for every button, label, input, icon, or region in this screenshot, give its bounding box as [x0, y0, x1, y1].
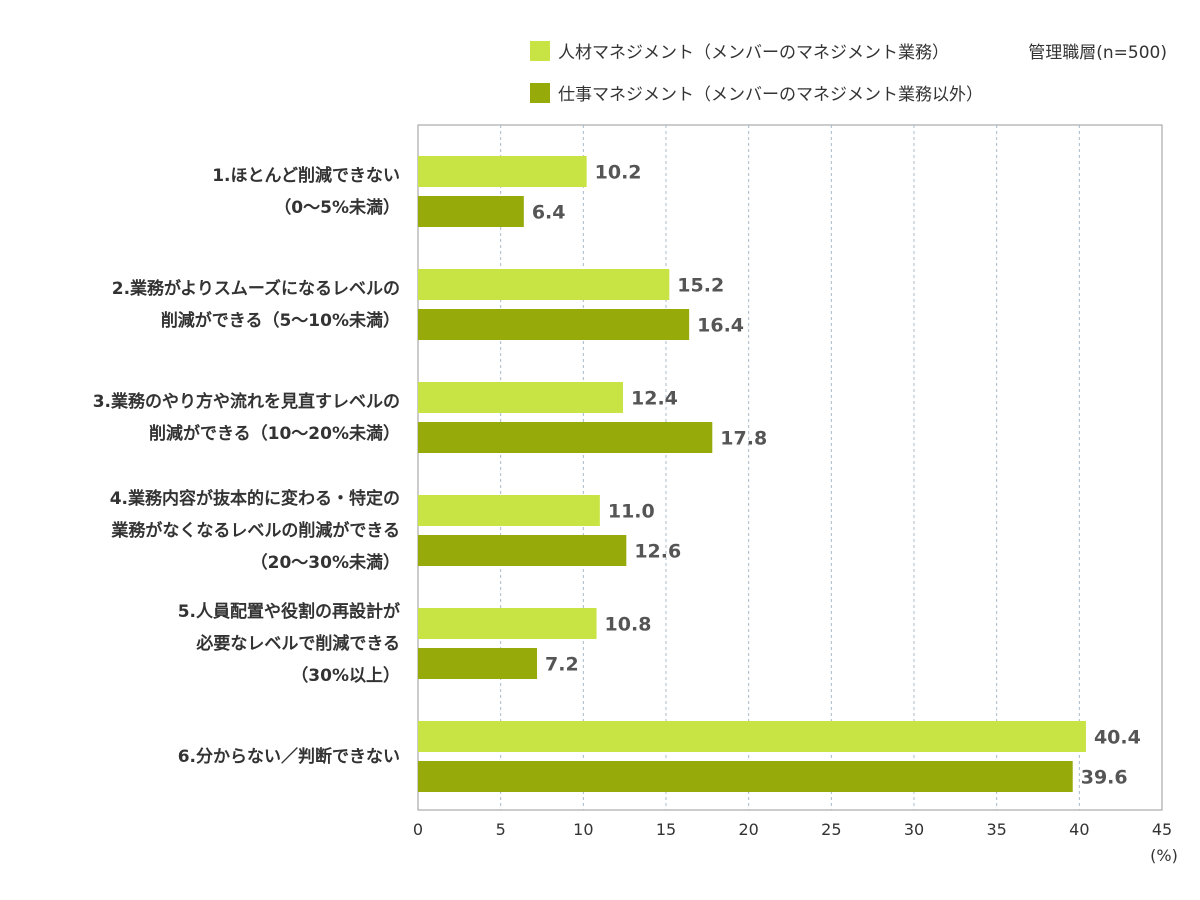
- category-label: 3.業務のやり方や流れを見直すレベルの削減ができる（10〜20%未満）: [93, 386, 400, 450]
- bar: [418, 608, 597, 639]
- data-label: 16.4: [697, 315, 744, 337]
- bar: [418, 309, 690, 340]
- category-label-line: 6.分からない／判断できない: [177, 746, 400, 767]
- data-label: 6.4: [532, 202, 566, 224]
- category-label-line: 4.業務内容が抜本的に変わる・特定の: [109, 488, 400, 509]
- bar: [418, 535, 627, 566]
- bar: [418, 721, 1086, 752]
- category-label: 1.ほとんど削減できない （0〜5%未満）: [212, 160, 400, 224]
- category-label: 4.業務内容が抜本的に変わる・特定の 業務がなくなるレベルの削減ができる （20〜3…: [110, 483, 400, 579]
- category-label-line: （30%以上）: [291, 665, 400, 686]
- data-label: 17.8: [720, 428, 767, 450]
- data-label: 7.2: [545, 654, 579, 676]
- x-tick-label: 40: [1069, 820, 1089, 839]
- data-label: 11.0: [608, 501, 655, 523]
- data-label: 10.8: [605, 614, 652, 636]
- category-label-line: 5.人員配置や役割の再設計が: [177, 601, 400, 622]
- legend-item-series-1: 人材マネジメント（メンバーのマネジメント業務）: [530, 38, 949, 63]
- data-label: 39.6: [1081, 767, 1128, 789]
- category-label-line: （20〜30%未満）: [250, 552, 400, 573]
- bar: [418, 269, 670, 300]
- x-tick-label: 30: [904, 820, 924, 839]
- bar: [418, 495, 600, 526]
- bar: [418, 648, 538, 679]
- x-unit-label: (%): [1150, 846, 1178, 865]
- x-tick-label: 35: [986, 820, 1006, 839]
- sample-size-note: 管理職層(n=500): [1028, 43, 1167, 63]
- category-label-line: 削減ができる（5〜10%未満）: [160, 310, 400, 331]
- x-tick-label: 25: [821, 820, 841, 839]
- bar: [418, 761, 1073, 792]
- category-label: 5.人員配置や役割の再設計が必要なレベルで削減できる （30%以上）: [178, 596, 400, 692]
- category-label: 2.業務がよりスムーズになるレベルの削減ができる（5〜10%未満）: [112, 273, 400, 337]
- category-label-line: 削減ができる（10〜20%未満）: [148, 423, 400, 444]
- legend-label-series-1: 人材マネジメント（メンバーのマネジメント業務）: [558, 43, 949, 63]
- data-label: 10.2: [595, 162, 642, 184]
- x-tick-label: 0: [413, 820, 423, 839]
- bar: [418, 422, 713, 453]
- category-label-line: 2.業務がよりスムーズになるレベルの: [111, 278, 400, 299]
- bar: [418, 156, 587, 187]
- category-label-line: 必要なレベルで削減できる: [196, 633, 400, 654]
- x-tick-label: 45: [1152, 820, 1172, 839]
- x-tick-label: 15: [656, 820, 676, 839]
- x-tick-label: 5: [496, 820, 506, 839]
- category-label-line: 業務がなくなるレベルの削減ができる: [111, 520, 400, 541]
- x-tick-label: 20: [738, 820, 758, 839]
- plot-frame: [417, 124, 1163, 811]
- data-label: 15.2: [677, 275, 724, 297]
- legend-swatch-series-2: [530, 82, 550, 103]
- category-label: 6.分からない／判断できない: [178, 741, 400, 773]
- category-label-line: 1.ほとんど削減できない: [212, 165, 400, 186]
- category-label-line: 3.業務のやり方や流れを見直すレベルの: [92, 391, 400, 412]
- x-tick-label: 10: [573, 820, 593, 839]
- legend-item-series-2: 仕事マネジメント（メンバーのマネジメント業務以外）: [530, 80, 983, 105]
- data-label: 12.6: [634, 541, 681, 563]
- bar: [418, 382, 624, 413]
- bar: [418, 196, 524, 227]
- category-label-line: （0〜5%未満）: [274, 197, 400, 218]
- legend-label-series-2: 仕事マネジメント（メンバーのマネジメント業務以外）: [558, 85, 983, 105]
- data-label: 40.4: [1094, 727, 1141, 749]
- data-label: 12.4: [631, 388, 678, 410]
- legend-swatch-series-1: [530, 40, 550, 61]
